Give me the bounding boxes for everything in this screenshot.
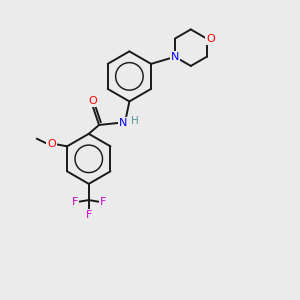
- Text: N: N: [171, 52, 179, 62]
- Text: N: N: [119, 118, 128, 128]
- Text: H: H: [131, 116, 139, 126]
- Text: F: F: [85, 210, 92, 220]
- Text: F: F: [71, 197, 78, 207]
- Text: F: F: [100, 197, 106, 207]
- Text: O: O: [88, 96, 97, 106]
- Text: O: O: [206, 34, 215, 44]
- Text: O: O: [47, 139, 56, 149]
